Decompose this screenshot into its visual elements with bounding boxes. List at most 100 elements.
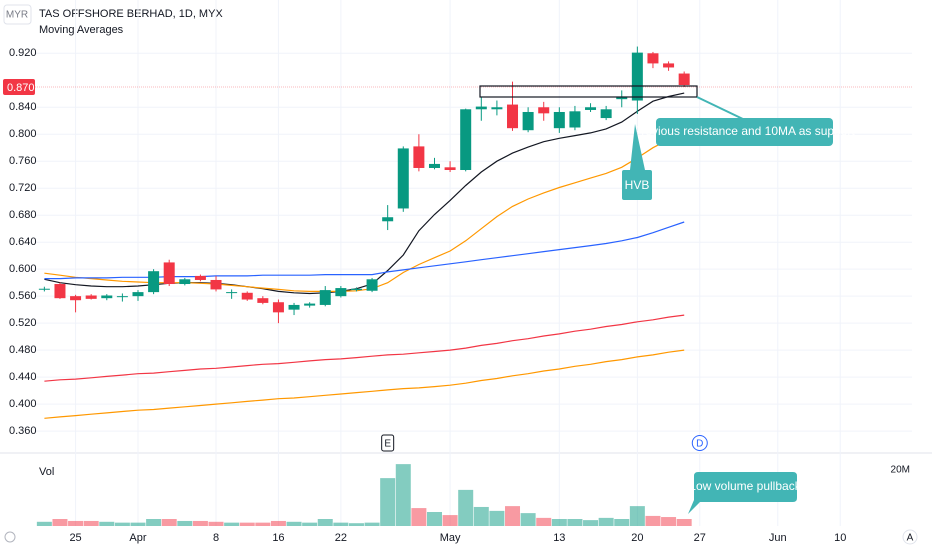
y-tick-label: 0.760 bbox=[9, 155, 37, 167]
candle-body bbox=[553, 111, 565, 129]
volume-bar bbox=[239, 522, 255, 526]
currency-box bbox=[3, 4, 32, 25]
volume-bar bbox=[146, 519, 162, 526]
volume-bar bbox=[536, 517, 552, 526]
volume-bar bbox=[458, 489, 474, 526]
volume-bar bbox=[286, 521, 302, 526]
x-tick-label: 27 bbox=[694, 532, 706, 544]
moving-average bbox=[44, 314, 685, 382]
volume-bar bbox=[348, 523, 364, 526]
moving-average bbox=[44, 349, 685, 419]
volume-bar bbox=[255, 522, 271, 526]
volume-bar bbox=[489, 510, 505, 526]
candle-body bbox=[132, 292, 144, 297]
volume-bar bbox=[364, 522, 380, 526]
candle-body bbox=[116, 296, 128, 298]
candle-body bbox=[678, 73, 690, 86]
resistance-box bbox=[479, 85, 698, 98]
candle-body bbox=[70, 296, 82, 301]
candle-body bbox=[241, 292, 253, 300]
candle-body bbox=[38, 288, 50, 290]
indicator-name: Moving Averages bbox=[39, 24, 124, 36]
candle-body bbox=[288, 304, 300, 310]
candle-body bbox=[444, 167, 456, 171]
candle-body bbox=[522, 111, 534, 131]
callout-text: HVB bbox=[625, 178, 650, 192]
y-tick-label: 0.480 bbox=[9, 344, 37, 356]
candle-body bbox=[54, 284, 66, 299]
volume-bar bbox=[224, 522, 240, 526]
last-price-box bbox=[3, 79, 35, 96]
volume-bar bbox=[208, 521, 224, 526]
volume-bar bbox=[333, 522, 349, 526]
volume-bar bbox=[442, 515, 458, 526]
y-tick-label: 0.680 bbox=[9, 209, 37, 221]
scale-mode[interactable]: A bbox=[907, 533, 914, 544]
candle-body bbox=[101, 295, 113, 299]
candle-body bbox=[335, 288, 347, 297]
volume-bar bbox=[130, 522, 146, 526]
volume-bar bbox=[676, 519, 692, 526]
x-tick-label: 8 bbox=[213, 532, 219, 544]
volume-bar bbox=[270, 520, 286, 526]
y-tick-label: 0.600 bbox=[9, 263, 37, 275]
callout-box bbox=[688, 472, 797, 514]
candle-body bbox=[663, 63, 675, 68]
x-tick-label: 13 bbox=[553, 532, 565, 544]
volume-label: Vol bbox=[39, 466, 54, 478]
candle-body bbox=[257, 298, 269, 303]
x-tick-label: 22 bbox=[335, 532, 347, 544]
volume-bar bbox=[567, 519, 583, 526]
volume-bar bbox=[36, 521, 52, 526]
candle-body bbox=[272, 302, 284, 313]
candle-body bbox=[148, 271, 160, 293]
y-tick-label: 0.440 bbox=[9, 371, 37, 383]
candle-body bbox=[304, 303, 316, 306]
y-tick-label: 0.560 bbox=[9, 290, 37, 302]
x-tick-label: 16 bbox=[272, 532, 284, 544]
volume-bar bbox=[520, 513, 536, 526]
annotations: Previous resistance and 10MA as support … bbox=[479, 85, 855, 514]
settings-icon[interactable] bbox=[4, 531, 16, 543]
candle-body bbox=[413, 146, 425, 168]
volume-bar bbox=[161, 519, 177, 526]
volume-bar bbox=[411, 508, 427, 526]
candle-body bbox=[491, 107, 503, 110]
volume-bar bbox=[395, 464, 411, 526]
scale-mode-button[interactable] bbox=[902, 529, 918, 545]
candle-body bbox=[569, 111, 581, 128]
candle-body bbox=[210, 279, 222, 290]
currency: MYR bbox=[6, 10, 28, 21]
candle-body bbox=[585, 107, 597, 110]
candle-body bbox=[163, 262, 175, 285]
volume-bar bbox=[52, 519, 68, 526]
callout-pointer bbox=[696, 96, 746, 121]
x-tick-label: Apr bbox=[129, 532, 146, 544]
candle-body bbox=[428, 163, 440, 168]
volume-bar bbox=[629, 506, 645, 526]
candle-body bbox=[85, 295, 97, 299]
candle-body bbox=[647, 53, 659, 64]
candle-body bbox=[226, 292, 238, 294]
candle-body bbox=[460, 109, 472, 171]
volume-bar bbox=[68, 520, 84, 526]
volume-bar bbox=[614, 519, 630, 526]
volume-bar bbox=[192, 520, 208, 526]
candle-body bbox=[382, 217, 394, 222]
volume-bar bbox=[598, 517, 614, 526]
candle-body bbox=[616, 96, 628, 100]
event-marker bbox=[691, 435, 708, 451]
candle-body bbox=[319, 290, 331, 305]
candle-body bbox=[507, 104, 519, 129]
y-tick-label: 0.360 bbox=[9, 425, 37, 437]
event-marker-label: D bbox=[696, 439, 703, 450]
y-tick-label: 0.800 bbox=[9, 128, 37, 140]
candle-body bbox=[475, 106, 487, 110]
last-price-label: 0.870 bbox=[7, 82, 35, 94]
volume-bar bbox=[83, 520, 99, 526]
x-tick-label: 20 bbox=[631, 532, 643, 544]
candle-body bbox=[538, 107, 550, 114]
volume-bar bbox=[302, 522, 318, 526]
